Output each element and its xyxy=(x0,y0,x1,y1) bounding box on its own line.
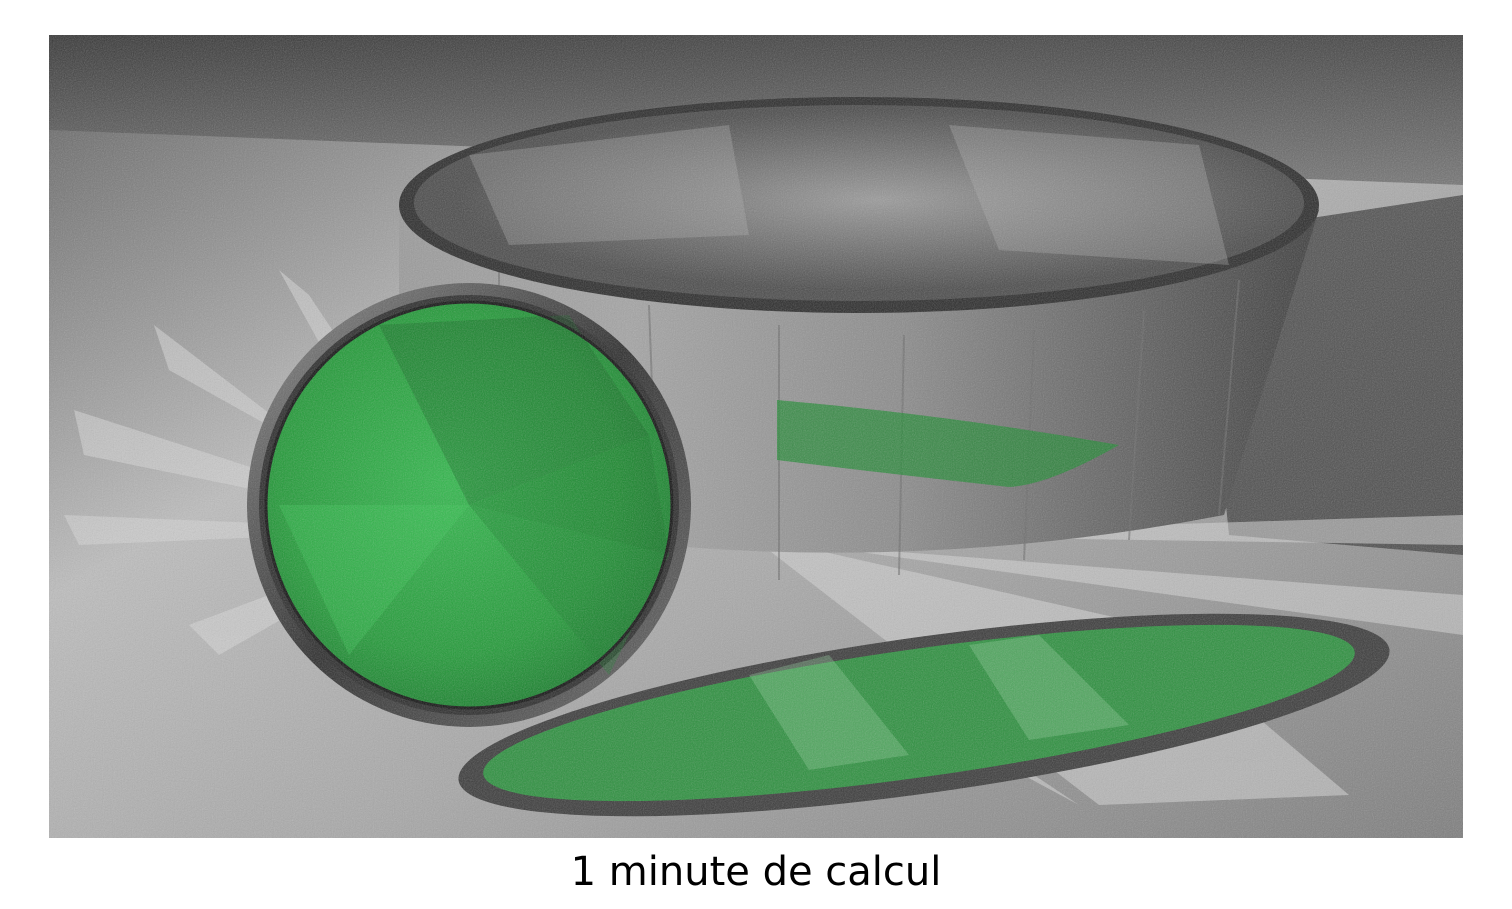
scene-svg xyxy=(49,35,1463,838)
image-caption: 1 minute de calcul xyxy=(570,849,942,895)
rendered-scene-image xyxy=(49,35,1463,838)
